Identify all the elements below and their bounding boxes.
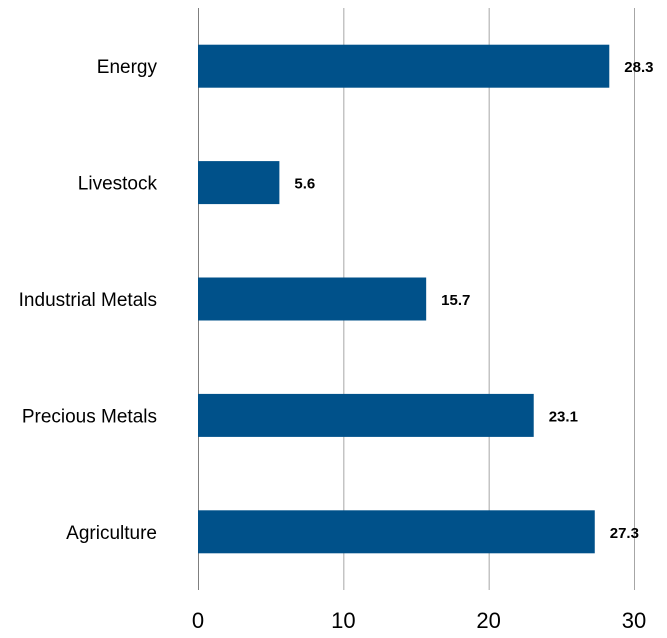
- x-tick-label: 20: [476, 608, 500, 633]
- data-label: 28.3: [624, 59, 653, 76]
- category-label: Agriculture: [66, 523, 157, 544]
- x-tick-label: 10: [331, 608, 355, 633]
- bar-industrial-metals: [198, 277, 427, 321]
- x-tick-labels: 0 10 20 30: [192, 608, 646, 633]
- data-label: 5.6: [294, 176, 315, 193]
- data-label: 15.7: [441, 292, 470, 309]
- category-labels: Energy Livestock Industrial Metals Precious…: [19, 57, 158, 544]
- x-tick-label: 0: [192, 608, 204, 633]
- bar-agriculture: [198, 510, 595, 554]
- category-label: Energy: [97, 57, 158, 78]
- data-label: 27.3: [610, 525, 639, 542]
- bar-energy: [198, 44, 610, 88]
- bar-precious-metals: [198, 393, 534, 437]
- category-label: Precious Metals: [22, 406, 157, 427]
- bars: [198, 44, 610, 554]
- bar-livestock: [198, 161, 280, 205]
- category-label: Livestock: [78, 174, 158, 195]
- x-tick-label: 30: [622, 608, 646, 633]
- data-label: 23.1: [549, 408, 578, 425]
- data-labels: 28.3 5.6 15.7 23.1 27.3: [294, 59, 653, 542]
- category-label: Industrial Metals: [19, 290, 157, 311]
